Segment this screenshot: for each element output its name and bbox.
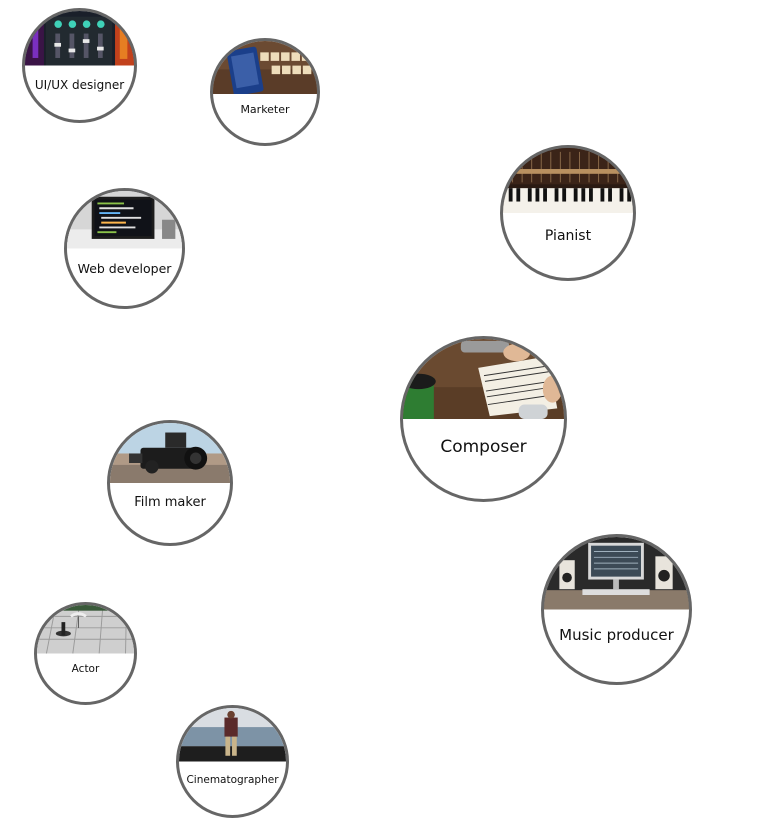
- film-maker-image: [110, 423, 230, 483]
- music-producer-label: Music producer: [559, 626, 674, 644]
- marketer-image: [213, 41, 317, 95]
- role-bubble-marketer[interactable]: Marketer: [210, 38, 320, 146]
- uiux-designer-label: UI/UX designer: [34, 78, 125, 92]
- cinematographer-label: Cinematographer: [186, 774, 279, 786]
- composer-image: [403, 339, 564, 419]
- web-developer-image: [67, 191, 182, 249]
- actor-image: [37, 605, 134, 654]
- composer-label: Composer: [440, 437, 527, 457]
- pianist-label: Pianist: [544, 228, 592, 244]
- role-bubble-actor[interactable]: Actor: [34, 602, 137, 705]
- role-bubble-composer[interactable]: Composer: [400, 336, 567, 502]
- pianist-image: [503, 148, 633, 213]
- role-bubble-pianist[interactable]: Pianist: [500, 145, 636, 281]
- cinematographer-image: [179, 708, 286, 762]
- actor-label: Actor: [71, 663, 100, 675]
- role-bubble-uiux-designer[interactable]: UI/UX designer: [22, 8, 137, 123]
- role-bubble-web-developer[interactable]: Web developer: [64, 188, 185, 309]
- marketer-label: Marketer: [240, 103, 290, 116]
- film-maker-label: Film maker: [134, 495, 206, 510]
- uiux-designer-image: [25, 11, 134, 66]
- role-bubble-music-producer[interactable]: Music producer: [541, 534, 692, 685]
- web-developer-label: Web developer: [77, 261, 172, 276]
- role-bubble-cinematographer[interactable]: Cinematographer: [176, 705, 289, 818]
- music-producer-image: [544, 537, 689, 610]
- role-bubble-film-maker[interactable]: Film maker: [107, 420, 233, 546]
